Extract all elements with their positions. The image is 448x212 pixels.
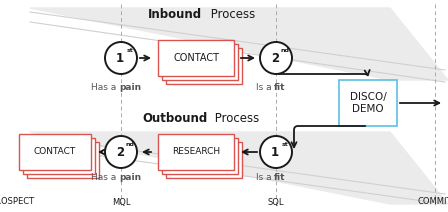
Text: st: st [126, 48, 133, 53]
FancyBboxPatch shape [27, 142, 99, 178]
Text: RESEARCH: RESEARCH [172, 148, 220, 156]
Polygon shape [30, 8, 448, 80]
FancyBboxPatch shape [166, 48, 242, 84]
FancyBboxPatch shape [339, 80, 397, 126]
FancyBboxPatch shape [158, 40, 234, 76]
Text: PROSPECT: PROSPECT [0, 198, 34, 206]
Text: Process: Process [207, 7, 255, 21]
Text: 1: 1 [271, 146, 279, 159]
Text: CONTACT: CONTACT [34, 148, 76, 156]
Text: 2: 2 [116, 146, 124, 159]
Text: fit: fit [274, 84, 285, 92]
Text: Is a: Is a [255, 173, 274, 183]
Text: MQL: MQL [112, 198, 130, 206]
Circle shape [260, 42, 292, 74]
Text: Has a: Has a [91, 84, 119, 92]
FancyBboxPatch shape [162, 44, 238, 80]
Text: Outbound: Outbound [142, 112, 207, 124]
Text: 1: 1 [116, 53, 124, 66]
Polygon shape [30, 132, 448, 204]
Text: CONTACT: CONTACT [173, 53, 219, 63]
Text: nd: nd [125, 142, 134, 147]
Circle shape [105, 136, 137, 168]
Text: 2: 2 [271, 53, 279, 66]
FancyBboxPatch shape [23, 138, 95, 174]
Text: st: st [281, 142, 288, 147]
Text: COMMIT: COMMIT [418, 198, 448, 206]
Text: pain: pain [119, 173, 141, 183]
Text: Is a: Is a [255, 84, 274, 92]
FancyBboxPatch shape [19, 134, 91, 170]
FancyBboxPatch shape [162, 138, 238, 174]
Text: DISCO/
DEMO: DISCO/ DEMO [349, 92, 386, 114]
Circle shape [105, 42, 137, 74]
FancyBboxPatch shape [166, 142, 242, 178]
Text: Has a: Has a [91, 173, 119, 183]
FancyBboxPatch shape [158, 134, 234, 170]
Text: nd: nd [280, 48, 289, 53]
Text: Process: Process [211, 112, 259, 124]
Text: SQL: SQL [268, 198, 284, 206]
Text: Inbound: Inbound [148, 7, 202, 21]
Text: fit: fit [274, 173, 285, 183]
Text: pain: pain [119, 84, 141, 92]
Circle shape [260, 136, 292, 168]
